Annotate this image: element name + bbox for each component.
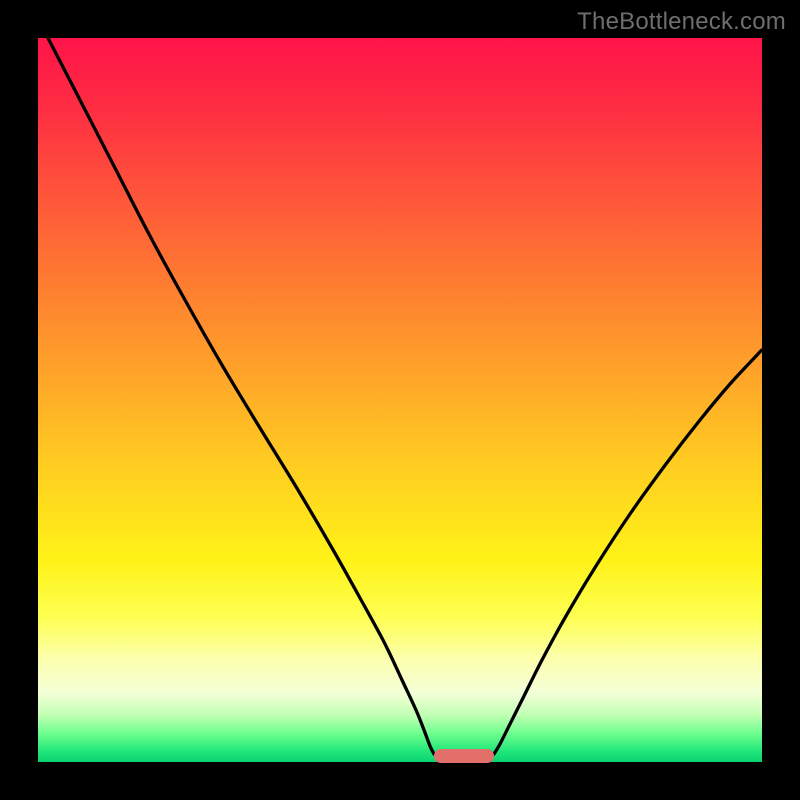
chart-container: TheBottleneck.com: [0, 0, 800, 800]
watermark-text: TheBottleneck.com: [577, 8, 786, 36]
bottleneck-marker: [434, 749, 494, 763]
plot-background: [38, 38, 762, 762]
bottleneck-chart: [0, 0, 800, 800]
